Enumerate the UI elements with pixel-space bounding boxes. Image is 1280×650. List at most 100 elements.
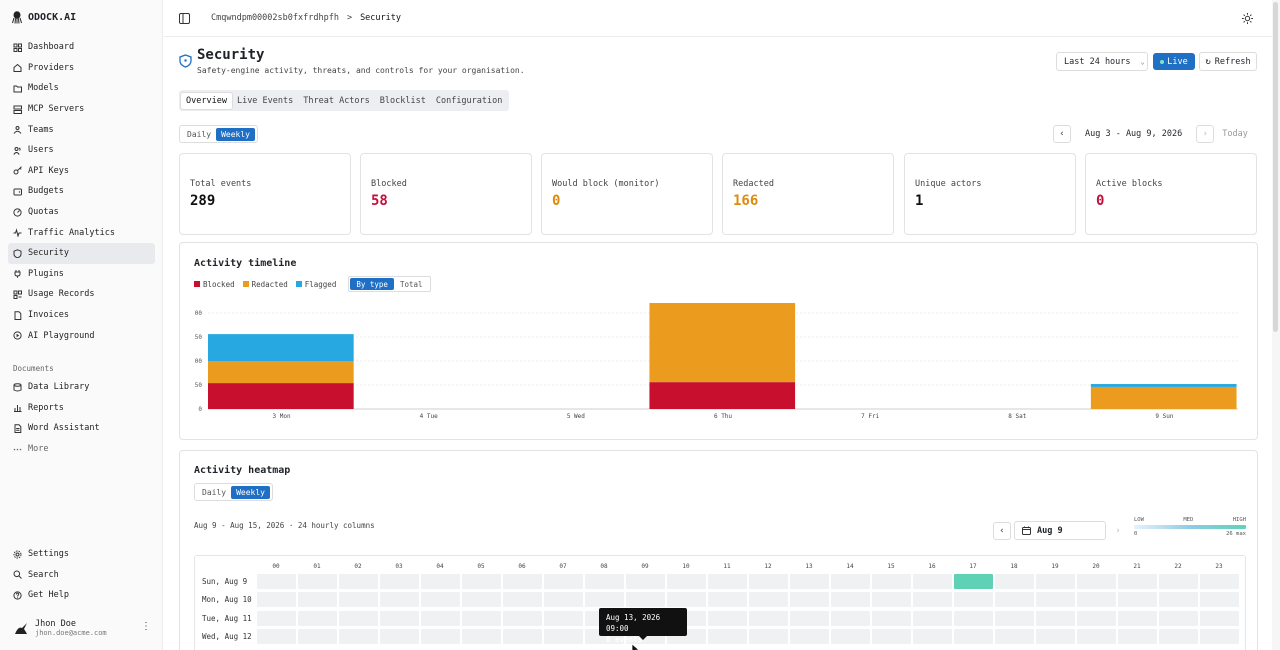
sidebar-item-providers[interactable]: Providers [8,58,155,79]
heatmap-cell[interactable] [462,610,501,626]
prev-week-button[interactable]: ‹ [1053,125,1071,143]
heatmap-cell[interactable] [626,574,665,589]
sidebar-item-word-assistant[interactable]: Word Assistant [8,418,155,439]
time-range-select[interactable]: Last 24 hours ⌄ [1056,52,1148,71]
heatmap-cell[interactable] [831,574,870,589]
heatmap-cell[interactable] [1159,610,1198,626]
heatmap-cell[interactable] [462,574,501,589]
heatmap-cell[interactable] [790,592,829,608]
heatmap-cell[interactable] [421,574,460,589]
mode-by-type[interactable]: By type [350,278,394,290]
sidebar-item-models[interactable]: Models [8,78,155,99]
heatmap-cell[interactable] [503,574,542,589]
tab-overview[interactable]: Overview [181,92,232,109]
heatmap-cell[interactable] [954,610,993,626]
heatmap-cell[interactable] [749,628,788,644]
heatmap-cell[interactable] [544,574,583,589]
heatmap-prev-button[interactable]: ‹ [993,521,1011,540]
bar-redacted-3-mon[interactable] [208,361,354,384]
heatmap-cell[interactable] [995,592,1034,608]
next-week-button[interactable]: › [1196,125,1215,143]
heatmap-cell[interactable] [1077,610,1116,626]
heatmap-cell[interactable] [585,574,624,589]
sidebar-item-ai-playground[interactable]: AI Playground [8,325,155,346]
sidebar-item-dashboard[interactable]: Dashboard [8,37,155,58]
heatmap-cell[interactable] [585,592,624,608]
user-menu-icon[interactable]: ⋮ [141,621,151,632]
heatmap-cell[interactable] [995,628,1034,644]
heatmap-cell[interactable] [1159,628,1198,644]
bar-redacted-6-thu[interactable] [649,303,796,383]
heatmap-cell[interactable] [831,592,870,608]
bar-blocked-6-thu[interactable] [649,382,796,409]
heatmap-next-button[interactable]: › [1109,522,1127,540]
heatmap-cell[interactable] [872,610,911,626]
heatmap-cell[interactable] [1118,574,1157,589]
heatmap-cell[interactable] [339,610,378,626]
heatmap-cell[interactable] [462,628,501,644]
heatmap-cell[interactable] [257,628,296,644]
heatmap-cell[interactable] [913,628,952,644]
heatmap-cell[interactable] [298,592,337,608]
heatmap-cell[interactable] [1159,574,1198,589]
heatmap-cell[interactable] [954,592,993,608]
heatmap-cell[interactable] [1159,592,1198,608]
heatmap-cell[interactable] [790,574,829,589]
heatmap-cell[interactable] [1077,574,1116,589]
heatmap-cell[interactable] [380,574,419,589]
heatmap-cell[interactable] [1118,592,1157,608]
theme-toggle-icon[interactable] [1242,13,1253,24]
heatmap-cell[interactable] [872,574,911,589]
sidebar-item-users[interactable]: Users [8,140,155,161]
heatmap-cell[interactable] [1036,610,1075,626]
sidebar-toggle-icon[interactable] [179,13,190,24]
sidebar-item-budgets[interactable]: Budgets [8,181,155,202]
bar-blocked-3-mon[interactable] [208,383,354,409]
heatmap-cell[interactable] [421,610,460,626]
heatmap-cell[interactable] [1118,628,1157,644]
scrollbar-thumb[interactable] [1273,2,1278,332]
live-button[interactable]: Live [1153,53,1195,70]
sidebar-item-more[interactable]: More [8,439,155,460]
heatmap-cell[interactable] [1077,628,1116,644]
period-weekly[interactable]: Weekly [216,127,255,141]
heatmap-cell[interactable] [954,628,993,644]
today-button[interactable]: Today [1222,129,1248,139]
sidebar-item-plugins[interactable]: Plugins [8,264,155,285]
tab-configuration[interactable]: Configuration [435,95,503,106]
heatmap-cell[interactable] [339,592,378,608]
heatmap-cell[interactable] [872,628,911,644]
heatmap-weekly[interactable]: Weekly [231,485,270,499]
sidebar-item-invoices[interactable]: Invoices [8,305,155,326]
heatmap-cell[interactable] [1118,610,1157,626]
heatmap-cell[interactable] [708,592,747,608]
heatmap-cell[interactable] [1200,574,1239,589]
heatmap-cell[interactable] [380,592,419,608]
heatmap-cell[interactable] [790,628,829,644]
sidebar-item-usage-records[interactable]: Usage Records [8,284,155,305]
heatmap-cell[interactable] [667,592,706,608]
heatmap-cell[interactable] [257,574,296,589]
period-daily[interactable]: Daily [187,129,212,139]
heatmap-cell[interactable] [503,592,542,608]
heatmap-cell[interactable] [339,628,378,644]
heatmap-cell[interactable] [421,592,460,608]
heatmap-cell[interactable] [298,610,337,626]
heatmap-cell[interactable] [708,628,747,644]
page-scrollbar[interactable] [1272,0,1280,650]
heatmap-cell[interactable] [544,628,583,644]
heatmap-cell[interactable] [913,574,952,589]
sidebar-item-traffic-analytics[interactable]: Traffic Analytics [8,222,155,243]
sidebar-item-get-help[interactable]: Get Help [8,585,155,606]
heatmap-cell[interactable] [995,610,1034,626]
heatmap-cell[interactable] [544,592,583,608]
heatmap-cell[interactable] [1200,610,1239,626]
heatmap-cell[interactable] [626,592,665,608]
heatmap-cell[interactable] [872,592,911,608]
heatmap-cell[interactable] [1200,628,1239,644]
mode-total[interactable]: Total [399,279,423,289]
heatmap-cell[interactable] [298,574,337,589]
heatmap-cell[interactable] [913,610,952,626]
heatmap-cell[interactable] [708,610,747,626]
sidebar-item-data-library[interactable]: Data Library [8,377,155,398]
